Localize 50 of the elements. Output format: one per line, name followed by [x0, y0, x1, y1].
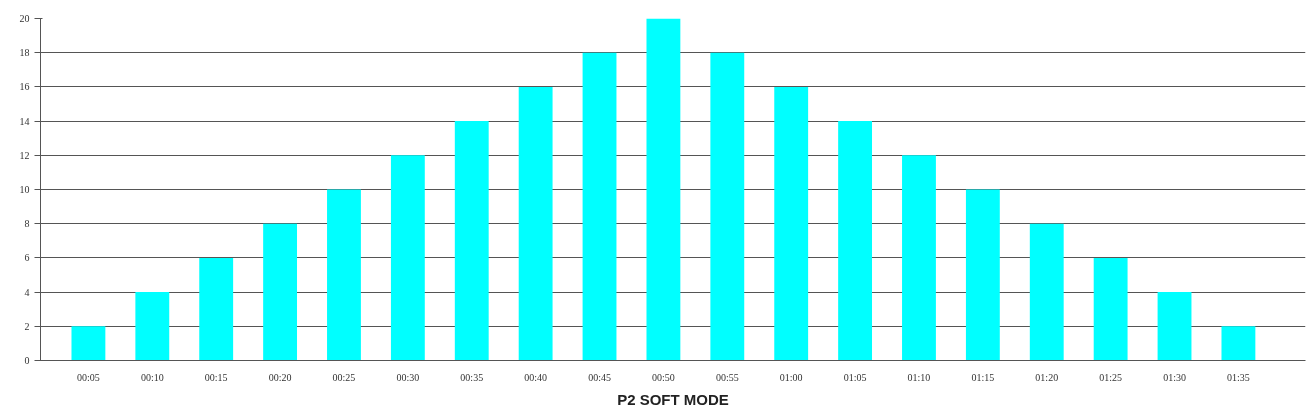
bar: [135, 292, 170, 361]
y-tick-label: 6: [24, 252, 30, 264]
x-tick-label: 01:25: [1099, 371, 1123, 383]
x-tick-label: 01:15: [971, 371, 995, 383]
y-tick-label: 2: [24, 320, 30, 332]
bar: [838, 121, 873, 361]
x-axis-title: P2 SOFT MODE: [617, 390, 729, 408]
x-tick-label: 00:25: [332, 371, 356, 383]
bar: [518, 86, 553, 361]
y-tick-label: 8: [24, 218, 30, 230]
x-tick-label: 00:05: [77, 371, 100, 383]
x-tick-label: 00:40: [524, 371, 548, 383]
x-tick-label: 00:45: [588, 371, 611, 383]
x-tick-label: 01:35: [1227, 371, 1250, 383]
bar: [646, 18, 681, 361]
bar: [1157, 292, 1192, 361]
bar: [390, 155, 425, 361]
y-tick-label: 10: [19, 184, 30, 195]
x-tick-label: 01:05: [843, 371, 867, 383]
bar: [1029, 223, 1064, 361]
x-tick-label: 01:10: [907, 371, 931, 383]
bar: [710, 52, 745, 361]
y-tick-label: 20: [19, 13, 30, 24]
y-tick-label: 18: [19, 47, 30, 59]
x-tick-label: 01:00: [779, 371, 803, 383]
x-tick-label: 00:50: [652, 371, 675, 383]
y-tick-label: 12: [19, 149, 30, 161]
x-tick-label: 00:10: [140, 371, 164, 383]
x-tick-label: 00:55: [715, 371, 739, 383]
y-tick-label: 0: [24, 355, 30, 366]
x-tick-label: 00:35: [460, 371, 484, 383]
x-tick-label: 00:30: [396, 371, 420, 383]
bar: [454, 121, 489, 361]
bar: [1221, 326, 1256, 361]
x-tick-label: 01:30: [1163, 371, 1186, 383]
y-tick-label: 16: [19, 81, 30, 93]
bar: [902, 155, 936, 361]
x-tick-label: 00:15: [204, 371, 228, 383]
bar: [327, 189, 361, 361]
x-tick-label: 00:20: [268, 371, 292, 383]
bar: [199, 257, 234, 361]
bar: [263, 223, 298, 361]
bar: [965, 189, 1000, 361]
bar: [582, 52, 617, 361]
bar: [71, 326, 106, 361]
x-tick-label: 01:20: [1035, 371, 1059, 383]
y-tick-label: 4: [24, 286, 30, 298]
bar: [774, 86, 809, 361]
bar: [1093, 257, 1128, 361]
y-tick-label: 14: [19, 115, 30, 127]
